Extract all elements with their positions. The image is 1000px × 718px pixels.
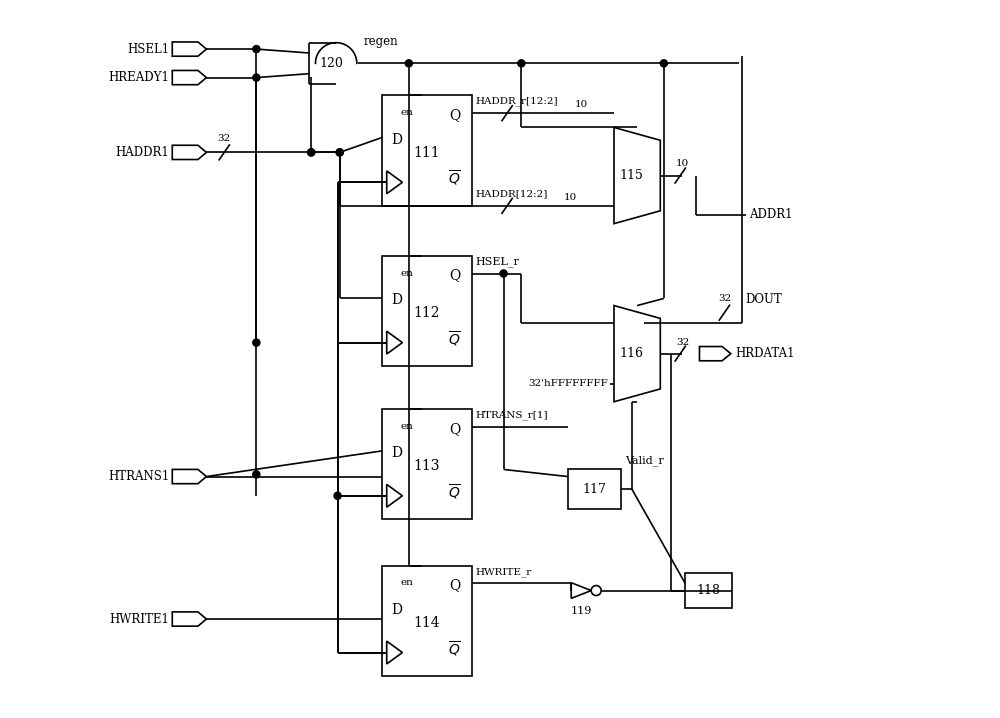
Circle shape [518, 60, 525, 67]
Text: 114: 114 [414, 616, 440, 630]
Text: 112: 112 [414, 306, 440, 320]
Text: 118: 118 [696, 584, 720, 597]
Text: Q: Q [450, 579, 461, 592]
Text: en: en [400, 269, 413, 278]
Text: D: D [391, 446, 402, 460]
Text: HSEL_r: HSEL_r [475, 256, 519, 267]
Text: HADDR_r[12:2]: HADDR_r[12:2] [475, 96, 558, 106]
Text: Q: Q [450, 108, 461, 122]
Bar [382, 256, 472, 366]
Text: 115: 115 [620, 169, 644, 182]
Circle shape [660, 60, 667, 67]
Text: 32: 32 [218, 134, 231, 143]
Text: 10: 10 [564, 192, 577, 202]
Text: $\overline{Q}$: $\overline{Q}$ [448, 639, 461, 658]
Text: HADDR1: HADDR1 [116, 146, 169, 159]
Text: 32: 32 [718, 294, 731, 304]
Text: D: D [391, 293, 402, 307]
Text: 113: 113 [414, 460, 440, 473]
Circle shape [334, 493, 341, 499]
Text: $\overline{Q}$: $\overline{Q}$ [448, 482, 461, 502]
Text: en: en [400, 108, 413, 117]
Text: $\overline{Q}$: $\overline{Q}$ [448, 330, 461, 349]
Circle shape [253, 45, 260, 52]
Bar [382, 409, 472, 519]
Text: D: D [391, 603, 402, 617]
Text: HRDATA1: HRDATA1 [735, 348, 795, 360]
Text: HADDR[12:2]: HADDR[12:2] [475, 190, 547, 199]
Text: 10: 10 [676, 159, 689, 169]
Text: 116: 116 [620, 348, 644, 360]
Circle shape [253, 339, 260, 346]
Text: en: en [400, 579, 413, 587]
Text: 119: 119 [571, 606, 592, 616]
Circle shape [500, 270, 507, 277]
Circle shape [308, 149, 315, 156]
Circle shape [336, 149, 343, 156]
Text: HREADY1: HREADY1 [109, 71, 169, 84]
Text: HSEL1: HSEL1 [127, 42, 169, 55]
Circle shape [308, 149, 315, 156]
Circle shape [336, 149, 343, 156]
Bar [568, 470, 621, 508]
Text: HTRANS_r[1]: HTRANS_r[1] [475, 411, 548, 420]
Text: 120: 120 [320, 57, 344, 70]
Text: 117: 117 [582, 482, 606, 495]
Text: HWRITE1: HWRITE1 [110, 612, 169, 625]
Text: $\overline{Q}$: $\overline{Q}$ [448, 169, 461, 188]
Circle shape [405, 60, 412, 67]
Text: 32'hFFFFFFFF: 32'hFFFFFFFF [529, 379, 608, 388]
Text: 32: 32 [676, 337, 689, 347]
Text: HTRANS1: HTRANS1 [108, 470, 169, 483]
Text: Q: Q [450, 421, 461, 436]
Bar [685, 573, 732, 608]
Text: D: D [391, 133, 402, 146]
Text: HWRITE_r: HWRITE_r [475, 567, 531, 577]
Text: DOUT: DOUT [746, 292, 783, 306]
Text: Q: Q [450, 269, 461, 282]
Text: en: en [400, 421, 413, 431]
Text: ADDR1: ADDR1 [749, 208, 793, 221]
Bar [382, 566, 472, 676]
Text: 10: 10 [575, 100, 588, 109]
Circle shape [253, 74, 260, 81]
Text: regen: regen [363, 34, 398, 47]
Circle shape [253, 471, 260, 478]
Bar [382, 95, 472, 206]
Text: 111: 111 [414, 146, 440, 160]
Text: Valid_r: Valid_r [625, 455, 663, 466]
